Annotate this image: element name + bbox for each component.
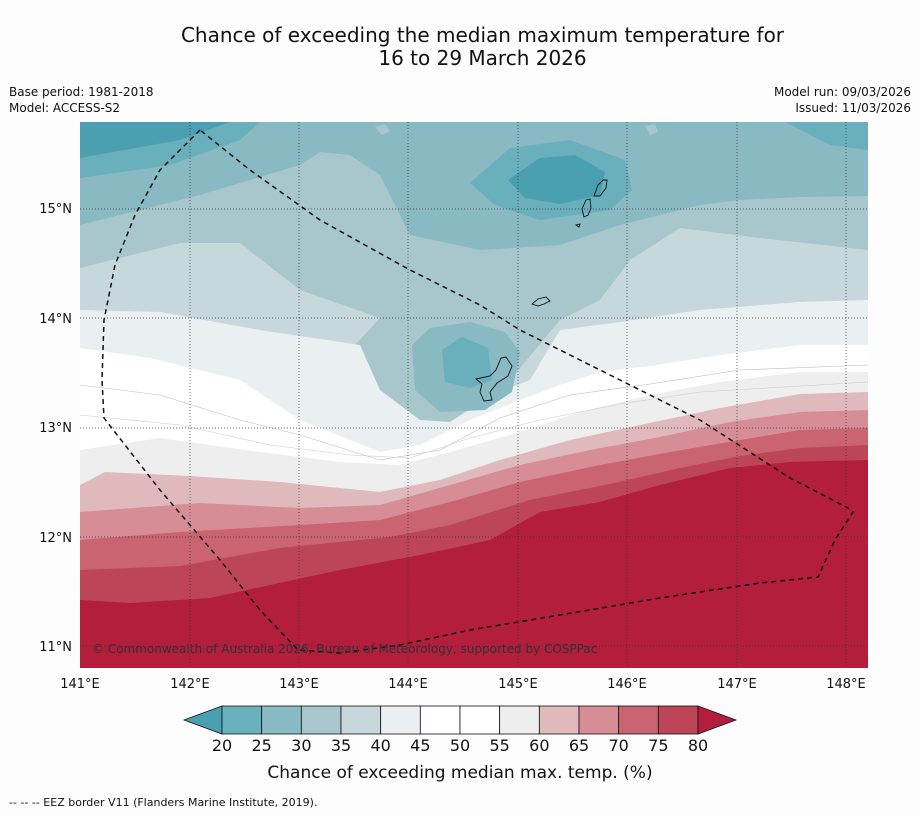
colorbar-tick-label: 30 (291, 736, 311, 755)
band-25-30-guam-blob (442, 337, 492, 388)
colorbar-extend-low (182, 705, 223, 735)
copyright-notice: © Commonwealth of Australia 2026, Bureau… (92, 642, 597, 656)
colorbar-swatch (419, 705, 461, 735)
lon-label-143E: 143°E (279, 677, 319, 692)
lat-label-12N: 12°N (39, 531, 72, 546)
colorbar-tick-label: 45 (410, 736, 430, 755)
map-title-line-1: Chance of exceeding the median maximum t… (180, 23, 785, 47)
eez-border (101, 128, 854, 654)
colorbar: 20 25 30 35 40 45 50 55 60 65 70 75 80 (182, 705, 738, 755)
colorbar-tick-label: 55 (489, 736, 509, 755)
contour-line-55 (80, 381, 868, 459)
colorbar-swatch (618, 705, 659, 735)
contour-line-50 (80, 364, 868, 461)
rota-island (531, 296, 551, 307)
tinian-island (581, 198, 592, 218)
guam-island (475, 356, 513, 402)
colorbar-swatch (538, 705, 580, 735)
lon-label-142E: 142°E (170, 677, 210, 692)
lat-label-11N: 11°N (39, 640, 72, 655)
lon-label-145E: 145°E (498, 677, 538, 692)
colorbar-swatch (261, 705, 302, 735)
model-run-date: Model run: 09/03/2026 (773, 85, 911, 99)
colorbar-tick-label: 35 (331, 736, 351, 755)
lat-label-15N: 15°N (39, 202, 72, 217)
colorbar-tick-label: 80 (688, 736, 708, 755)
lon-label-146E: 146°E (607, 677, 647, 692)
lon-label-147E: 147°E (717, 677, 757, 692)
lat-label-14N: 14°N (39, 312, 72, 327)
lon-label-144E: 144°E (388, 677, 428, 692)
lon-label-148E: 148°E (826, 677, 866, 692)
colorbar-swatch (340, 705, 382, 735)
gridlines (80, 122, 868, 668)
small-light-patch-2 (645, 124, 658, 135)
map-title-line-2: 16 to 29 March 2026 (378, 46, 587, 70)
colorbar-tick-label: 20 (212, 736, 232, 755)
colorbar-tick-label: 40 (370, 736, 390, 755)
lat-label-13N: 13°N (39, 421, 72, 436)
model-name: Model: ACCESS-S2 (9, 101, 121, 115)
issued-date: Issued: 11/03/2026 (795, 101, 911, 115)
colorbar-title: Chance of exceeding median max. temp. (%… (267, 763, 652, 783)
colorbar-tick-label: 25 (251, 736, 271, 755)
colorbar-swatch (300, 705, 342, 735)
colorbar-swatch (221, 705, 263, 735)
lon-label-141E: 141°E (60, 677, 100, 692)
probability-field (80, 122, 868, 668)
colorbar-swatch (578, 705, 620, 735)
eez-footnote: -- -- -- EEZ border V11 (Flanders Marine… (9, 796, 318, 809)
colorbar-extend-high (697, 705, 738, 735)
colorbar-swatch (499, 705, 540, 735)
aguijan-island (574, 223, 581, 228)
colorbar-tick-label: 65 (569, 736, 589, 755)
colorbar-swatch (380, 705, 421, 735)
colorbar-tick-label: 70 (608, 736, 628, 755)
saipan-island (593, 179, 608, 197)
band-20-25-top-right (785, 122, 868, 150)
band-above-80 (80, 460, 868, 668)
small-light-patch-1 (375, 124, 390, 135)
band-below-20-top-left (80, 122, 230, 158)
colorbar-swatch (657, 705, 699, 735)
colorbar-tick-label: 50 (450, 736, 470, 755)
colorbar-tick-label: 75 (648, 736, 668, 755)
base-period: Base period: 1981-2018 (9, 85, 154, 99)
colorbar-swatch (459, 705, 501, 735)
colorbar-tick-label: 60 (529, 736, 549, 755)
band-below-25-saipan-blob (508, 155, 605, 204)
